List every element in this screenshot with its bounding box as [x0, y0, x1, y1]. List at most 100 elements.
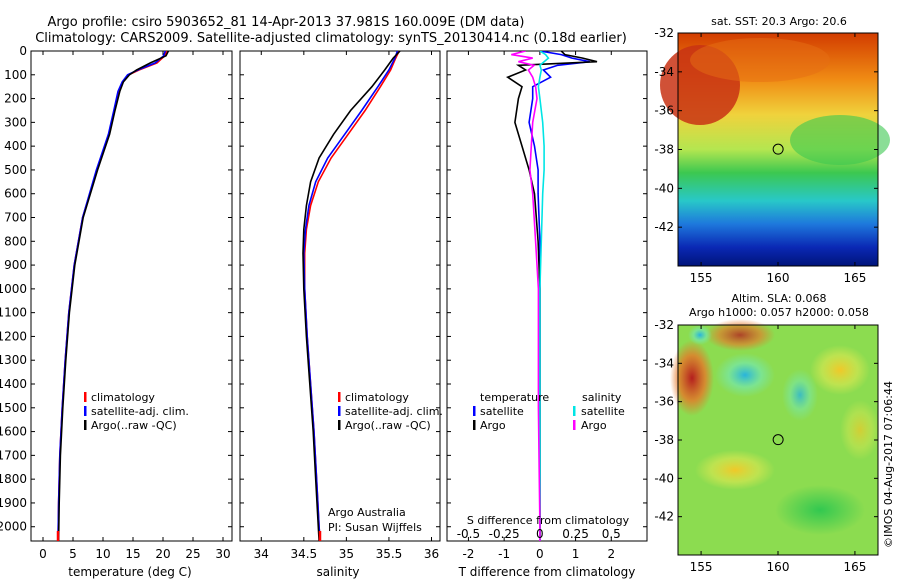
- depth-tick-label: 700: [4, 211, 27, 225]
- map-x-tick-label: 155: [690, 560, 713, 574]
- sla-high-west: [670, 340, 714, 416]
- s-tick-label: -0.25: [489, 527, 520, 541]
- x-tick-label: 5: [69, 547, 77, 561]
- sst-green-patch: [790, 115, 890, 165]
- legend-swatch-argo: [84, 420, 87, 430]
- map-y-tick-label: -42: [654, 220, 674, 234]
- temperature-legend: climatology satellite-adj. clim. Argo(..…: [84, 391, 189, 432]
- depth-tick-label: 1300: [0, 353, 27, 367]
- sla-map-panel: Altim. SLA: 0.068 Argo h1000: 0.057 h200…: [654, 292, 880, 574]
- x-tick-label: 36: [424, 547, 439, 561]
- depth-tick-label: 1600: [0, 425, 27, 439]
- sla-green-1: [775, 485, 865, 535]
- difference-depth-ticks: [447, 50, 647, 528]
- sst-warm-band: [690, 38, 830, 82]
- map-y-tick-label: -38: [654, 433, 674, 447]
- series-line-argo-raw-qc-: [302, 51, 401, 541]
- legend-swatch-satellite: [84, 406, 87, 416]
- map-y-tick-label: -42: [654, 510, 674, 524]
- s-tick-label: 0.5: [602, 527, 621, 541]
- legend-label-satellite: satellite-adj. clim.: [91, 405, 189, 418]
- difference-panel: -2 -1 0 1 2 S difference from climatology -0…: [446, 50, 648, 579]
- legend-swatch-s-argo: [573, 420, 576, 430]
- map-x-tick-label: 165: [843, 271, 866, 285]
- legend-header-temperature: temperature: [480, 391, 549, 404]
- legend-label-argo: Argo(..raw -QC): [91, 419, 177, 432]
- legend-label-t-satellite: satellite: [480, 405, 524, 418]
- sla-high-north: [705, 319, 775, 351]
- depth-tick-label: 1900: [0, 496, 27, 510]
- x-tick-label: -1: [498, 547, 510, 561]
- x-tick-label: 34.5: [290, 547, 317, 561]
- map-y-tick-label: -34: [654, 356, 674, 370]
- legend-header-salinity: salinity: [582, 391, 622, 404]
- legend-label-argo: Argo(..raw -QC): [345, 419, 431, 432]
- sst-map-panel: sat. SST: 20.3 Argo: 20.6 155 160 165 -32 -3…: [654, 15, 890, 285]
- depth-tick-label: 1100: [0, 306, 27, 320]
- salinity-depth-ticks: [240, 50, 440, 528]
- series-line-salinity-argo: [511, 51, 541, 541]
- s-tick-label: 0.25: [562, 527, 589, 541]
- difference-legend: temperature salinity satellite Argo sate…: [473, 391, 625, 432]
- depth-tick-label: 0: [19, 44, 27, 58]
- map-x-tick-label: 165: [843, 560, 866, 574]
- temperature-frame: [30, 50, 233, 542]
- figure-title-line1: Argo profile: csiro 5903652_81 14-Apr-20…: [48, 15, 525, 30]
- x-tick-label: 35.5: [376, 547, 403, 561]
- legend-label-climatology: climatology: [345, 391, 409, 404]
- temperature-panel: 0100200300400500600700800900100011001200…: [0, 44, 233, 579]
- depth-tick-label: 200: [4, 92, 27, 106]
- map-x-tick-label: 160: [767, 560, 790, 574]
- depth-tick-label: 300: [4, 115, 27, 129]
- x-tick-label: -2: [462, 547, 474, 561]
- legend-label-s-satellite: satellite: [581, 405, 625, 418]
- map-y-tick-label: -38: [654, 143, 674, 157]
- legend-swatch-s-satellite: [573, 406, 576, 416]
- sla-low-2: [782, 369, 818, 421]
- temperature-lines: [56, 51, 170, 541]
- legend-swatch-climatology: [338, 392, 341, 402]
- depth-tick-label: 1400: [0, 377, 27, 391]
- x-tick-label: 34: [254, 547, 269, 561]
- legend-label-t-argo: Argo: [480, 419, 506, 432]
- institution-label: Argo Australia: [328, 506, 406, 519]
- t-difference-label: T difference from climatology: [458, 565, 636, 579]
- sla-low-3: [688, 325, 712, 345]
- temperature-x-axis: 0 5 10 15 20 25 30: [39, 51, 231, 561]
- x-tick-label: 1: [572, 547, 580, 561]
- depth-tick-label: 1000: [0, 282, 27, 296]
- map-x-tick-label: 160: [767, 271, 790, 285]
- depth-tick-label: 500: [4, 163, 27, 177]
- x-tick-label: 25: [185, 547, 200, 561]
- sla-yellow-3: [840, 400, 880, 460]
- salinity-frame: [239, 50, 441, 542]
- s-tick-label: 0: [536, 527, 544, 541]
- legend-swatch-argo: [338, 420, 341, 430]
- legend-label-s-argo: Argo: [581, 419, 607, 432]
- salinity-legend: climatology satellite-adj. clim. Argo(..…: [338, 391, 443, 432]
- map-y-tick-label: -36: [654, 395, 674, 409]
- legend-swatch-climatology: [84, 392, 87, 402]
- sla-yellow-1: [810, 345, 870, 395]
- salinity-xlabel: salinity: [316, 565, 359, 579]
- legend-label-satellite: satellite-adj. clim.: [345, 405, 443, 418]
- sla-low-1: [715, 353, 775, 397]
- depth-tick-label: 1200: [0, 329, 27, 343]
- series-line-temperature-argo: [505, 51, 598, 541]
- legend-swatch-t-argo: [473, 420, 476, 430]
- depth-tick-label: 1700: [0, 448, 27, 462]
- depth-tick-label: 900: [4, 258, 27, 272]
- s-difference-label: S difference from climatology: [467, 514, 630, 527]
- series-line-satellite-adj-clim-: [302, 51, 399, 541]
- map-y-tick-label: -32: [654, 26, 674, 40]
- x-tick-label: 20: [155, 547, 170, 561]
- map-y-tick-label: -40: [654, 181, 674, 195]
- sst-map-title: sat. SST: 20.3 Argo: 20.6: [711, 15, 847, 28]
- x-tick-label: 15: [125, 547, 140, 561]
- sst-argo-marker: [772, 143, 784, 155]
- legend-swatch-t-satellite: [473, 406, 476, 416]
- difference-frame: [446, 50, 648, 542]
- depth-tick-label: 600: [4, 187, 27, 201]
- map-y-tick-label: -40: [654, 471, 674, 485]
